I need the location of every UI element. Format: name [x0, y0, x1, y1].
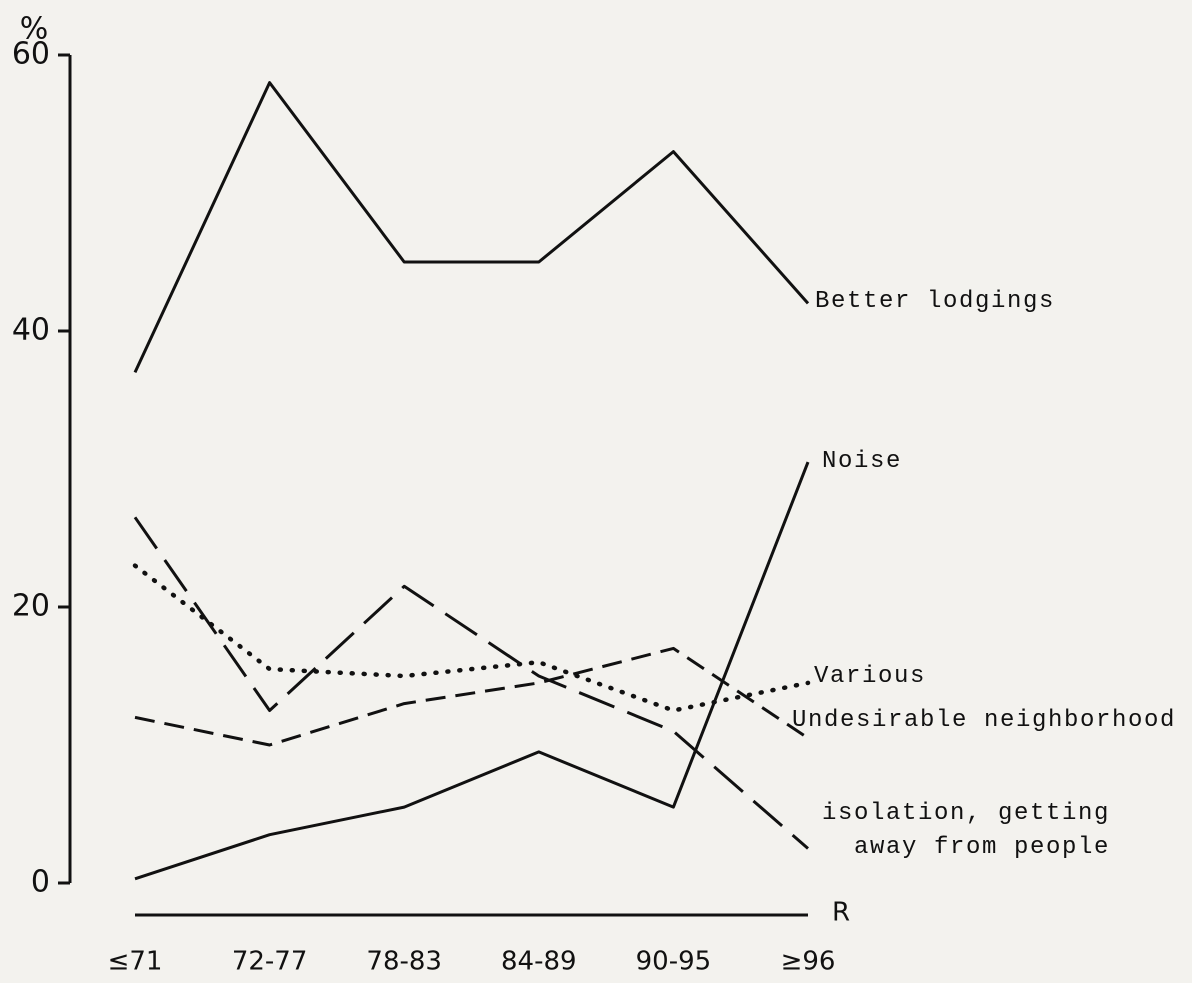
x-tick-label: ≤71: [108, 947, 163, 977]
series-label: Various: [814, 663, 927, 690]
series-label: Noise: [822, 448, 903, 475]
y-tick-label: 20: [12, 589, 50, 624]
x-tick-label: 84-89: [501, 947, 577, 977]
x-tick-label: 90-95: [636, 947, 712, 977]
x-axis-label: R: [832, 898, 850, 928]
y-tick-label: 0: [31, 865, 50, 900]
y-tick-label: 40: [12, 313, 50, 348]
series-line: [133, 516, 809, 850]
x-tick-label: 78-83: [366, 947, 442, 977]
series-label: Better lodgings: [815, 288, 1056, 315]
x-tick-label: 72-77: [232, 947, 308, 977]
y-tick-label: 60: [12, 37, 50, 72]
series-line: [133, 81, 810, 374]
series-label: isolation, getting away from people: [821, 800, 1110, 861]
x-tick-label: ≥96: [781, 947, 836, 977]
series-line: [132, 563, 811, 713]
series-line: [134, 646, 809, 747]
series-label: Undesirable neighborhood: [792, 707, 1177, 734]
y-axis-label: %: [20, 12, 49, 47]
